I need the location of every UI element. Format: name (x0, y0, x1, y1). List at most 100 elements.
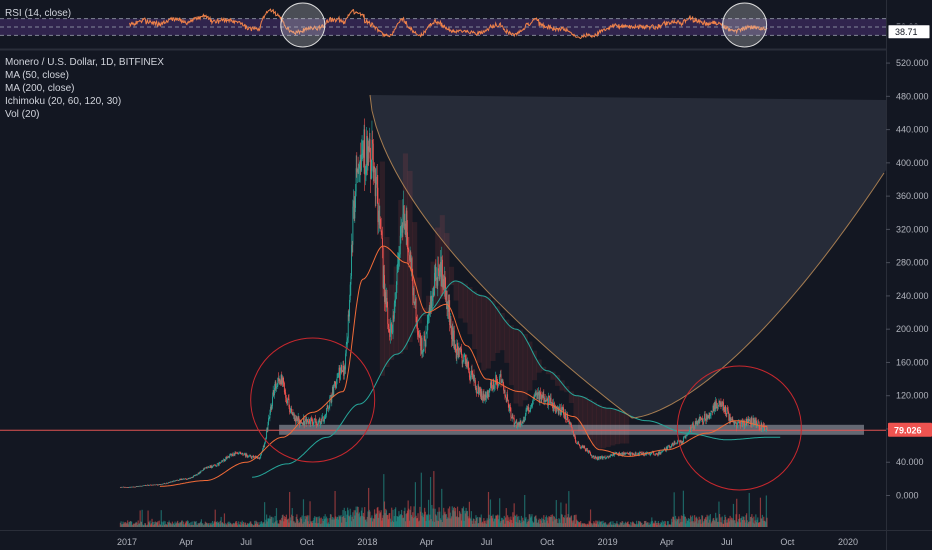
candle-body (426, 324, 428, 332)
candle-body (738, 421, 740, 423)
volume-bar (479, 517, 481, 527)
candle-body (464, 355, 466, 357)
candle-body (290, 408, 292, 410)
main-legend[interactable]: Monero / U.S. Dollar, 1D, BITFINEX MA (5… (5, 56, 164, 121)
volume-bar (455, 516, 457, 527)
candle-body (126, 487, 128, 488)
ichimoku-legend[interactable]: Ichimoku (20, 60, 120, 30) (5, 96, 122, 107)
rsi-legend[interactable]: RSI (14, close) (5, 7, 71, 20)
candle-body (232, 455, 234, 456)
candle-body (157, 485, 159, 486)
candle-body (511, 415, 513, 419)
volume-bar (393, 521, 395, 527)
candle-body (294, 418, 296, 420)
candle-body (555, 406, 557, 413)
candle-body (249, 455, 250, 457)
volume-bar (227, 522, 229, 527)
volume-bar (609, 522, 611, 527)
candle-body (179, 479, 181, 481)
volume-bar (123, 522, 125, 527)
volume-bar (611, 524, 613, 527)
volume-bar (595, 523, 598, 527)
volume-bar (415, 515, 417, 527)
volume-bar (493, 521, 495, 527)
candle-body (573, 433, 575, 436)
volume-bar (370, 518, 372, 527)
volume-bar (223, 523, 225, 527)
candle-body (727, 407, 728, 410)
candle-body (237, 453, 239, 454)
cloud-segment (481, 295, 487, 371)
candle-body (391, 332, 393, 334)
candle-body (301, 423, 303, 424)
candle-body (632, 453, 634, 455)
price-tick-label: 240.000 (896, 291, 929, 301)
candle-body (377, 187, 379, 223)
candle-body (136, 486, 138, 487)
candle-body (222, 460, 224, 462)
candle-body (758, 422, 760, 428)
candle-body (546, 399, 548, 401)
ma50-legend[interactable]: MA (50, close) (5, 70, 69, 81)
volume-bar (646, 522, 648, 527)
volume-bar (763, 520, 765, 527)
candle-body (329, 396, 331, 407)
candle-body (361, 153, 363, 155)
volume-bar (607, 523, 609, 527)
candle-body (250, 455, 252, 457)
volume-legend[interactable]: Vol (20) (5, 109, 40, 120)
candle-body (537, 395, 539, 396)
volume-bar (263, 521, 265, 527)
candle-body (316, 422, 318, 426)
candle-body (262, 445, 264, 450)
candle-body (235, 452, 237, 454)
volume-bar (616, 521, 618, 527)
volume-bar (518, 519, 521, 527)
symbol-legend[interactable]: Monero / U.S. Dollar, 1D, BITFINEX (5, 57, 164, 68)
volume-bar (759, 497, 762, 527)
volume-bar (193, 521, 195, 527)
volume-bar (452, 508, 455, 527)
candle-body (340, 364, 342, 373)
ma200-legend[interactable]: MA (200, close) (5, 83, 75, 94)
candle-body (378, 210, 380, 225)
candle-body (287, 398, 289, 400)
candle-body (646, 452, 648, 453)
volume-bar (242, 523, 244, 527)
volume-bar (144, 523, 146, 527)
volume-bar (224, 524, 226, 527)
candle-body (254, 456, 256, 458)
volume-bar (611, 524, 613, 527)
volume-bar (136, 525, 139, 527)
cloud-segment (421, 307, 427, 317)
volume-bar (749, 516, 752, 527)
volume-bar (650, 521, 652, 527)
candle-body (326, 408, 327, 415)
candle-body (305, 419, 307, 424)
candle-body (270, 406, 271, 413)
volume-bar (298, 522, 301, 527)
candle-body (268, 418, 270, 419)
candle-body (230, 453, 232, 456)
volume-bar (537, 520, 540, 527)
volume-bar (204, 523, 206, 527)
volume-bar (703, 521, 705, 527)
candle-body (362, 149, 364, 154)
candle-body (473, 375, 475, 381)
candle-body (584, 445, 586, 449)
candle-body (609, 454, 611, 458)
time-axis[interactable]: 2017 Apr Jul Oct 2018 Apr Jul Oct 2019 Apr Jul Oct 2… (117, 537, 858, 547)
candle-body (132, 486, 134, 488)
volume-bar (431, 504, 433, 527)
candle-body (187, 478, 189, 479)
candle-body (251, 456, 253, 459)
volume-bar (158, 525, 160, 527)
volume-bar (166, 525, 168, 527)
volume-bar (603, 523, 605, 527)
volume-bar (420, 472, 422, 527)
candle-body (370, 158, 372, 179)
volume-bar (505, 517, 507, 527)
candle-body (697, 423, 699, 425)
volume-bar (624, 521, 627, 527)
